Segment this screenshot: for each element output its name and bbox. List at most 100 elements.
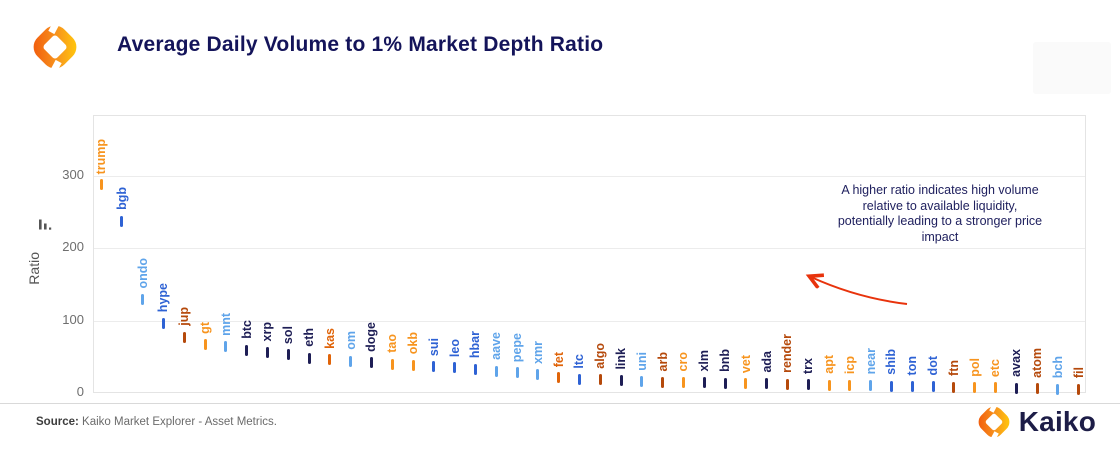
asset-marker-xlm (702, 377, 706, 389)
asset-marker-om (349, 355, 353, 367)
asset-marker-algo (598, 374, 602, 386)
chart-annotation: A higher ratio indicates high volume rel… (837, 183, 1043, 244)
asset-marker-arb (661, 376, 665, 388)
asset-label-btc: btc (239, 320, 254, 340)
asset-label-ada: ada (759, 351, 774, 373)
asset-marker-dot (931, 381, 935, 393)
asset-marker-hype (161, 317, 165, 329)
source-text: Kaiko Market Explorer - Asset Metrics. (78, 416, 277, 428)
asset-label-uni: uni (634, 351, 649, 371)
asset-label-gt: gt (198, 321, 212, 334)
asset-marker-ftn (952, 381, 956, 393)
asset-marker-xmr (536, 369, 540, 381)
asset-marker-ltc (577, 373, 581, 385)
asset-marker-link (619, 375, 623, 387)
asset-label-render: render (780, 334, 795, 374)
footer-divider (0, 403, 1120, 404)
source-label: Source: (36, 416, 79, 428)
asset-label-shib: shib (884, 349, 899, 376)
asset-label-pol: pol (967, 357, 982, 377)
asset-label-okb: okb (406, 332, 420, 355)
asset-marker-leo (453, 362, 457, 374)
asset-marker-bch (1056, 383, 1060, 395)
asset-marker-hbar (473, 363, 477, 375)
asset-label-jup: jup (177, 307, 192, 327)
asset-marker-pol (973, 382, 977, 394)
asset-marker-xrp (265, 346, 269, 358)
asset-label-leo: leo (447, 338, 462, 357)
asset-marker-aave (494, 365, 498, 377)
asset-marker-doge (369, 357, 373, 369)
asset-marker-icp (848, 379, 852, 391)
asset-label-icp: icp (842, 356, 857, 375)
asset-label-doge: doge (364, 321, 379, 352)
gridline-300 (94, 175, 1085, 177)
y-tick-label-100: 100 (62, 311, 84, 327)
asset-marker-atom (1035, 383, 1039, 395)
asset-label-trump: trump (94, 138, 108, 174)
asset-label-dot: dot (926, 356, 940, 376)
asset-label-pepe: pepe (510, 332, 524, 362)
asset-marker-pepe (515, 367, 519, 379)
asset-marker-btc (245, 344, 249, 356)
asset-label-hype: hype (156, 283, 171, 313)
asset-marker-gt (203, 338, 207, 350)
asset-label-fil: fil (1071, 367, 1086, 379)
asset-marker-okb (411, 359, 415, 371)
asset-label-eth: eth (302, 328, 316, 348)
gridline-200 (94, 248, 1085, 249)
asset-label-ondo: ondo (135, 257, 150, 289)
asset-label-bgb: bgb (114, 187, 129, 211)
asset-label-om: om (343, 331, 358, 351)
asset-marker-eth (307, 352, 311, 364)
asset-label-hbar: hbar (468, 330, 483, 359)
asset-marker-shib (889, 380, 893, 392)
asset-marker-etc (993, 382, 997, 394)
asset-label-xmr: xmr (530, 340, 545, 364)
asset-label-bch: bch (1050, 355, 1065, 379)
asset-label-avax: avax (1009, 349, 1024, 378)
annotation-arrow-icon (795, 266, 908, 305)
asset-marker-ton (910, 380, 914, 392)
asset-marker-trx (806, 379, 810, 391)
gridline-100 (94, 320, 1085, 322)
asset-label-cro: cro (676, 352, 691, 372)
footer-brand: Kaiko (976, 404, 1096, 440)
asset-label-link: link (614, 348, 628, 370)
asset-label-etc: etc (988, 358, 1003, 377)
asset-label-ton: ton (905, 356, 920, 376)
asset-label-arb: arb (655, 351, 670, 372)
page-title: Average Daily Volume to 1% Market Depth … (117, 33, 604, 56)
asset-marker-ondo (141, 293, 145, 305)
asset-label-sui: sui (426, 337, 441, 356)
asset-marker-ada (765, 378, 769, 390)
chart-modebar[interactable] (1033, 42, 1111, 94)
asset-label-vet: vet (738, 354, 753, 373)
asset-label-tao: tao (385, 334, 400, 353)
asset-marker-uni (640, 375, 644, 387)
kaiko-logo-icon (978, 404, 1010, 440)
asset-label-ltc: ltc (572, 353, 587, 369)
asset-marker-trump (99, 179, 103, 191)
asset-marker-bgb (120, 215, 124, 227)
asset-label-xrp: xrp (260, 321, 275, 342)
sorted-bars-icon (39, 219, 52, 230)
asset-label-fet: fet (551, 351, 566, 367)
asset-marker-apt (827, 379, 831, 391)
asset-marker-sol (286, 349, 290, 361)
plot-area: trump bgb ondo hype jup gt mnt btc xrp sol eth kas o… (93, 115, 1086, 395)
y-axis-title: Ratio (26, 252, 42, 285)
asset-marker-bnb (723, 377, 727, 389)
asset-marker-cro (681, 376, 685, 388)
asset-label-ftn: ftn (946, 360, 961, 377)
asset-label-bnb: bnb (718, 349, 732, 373)
asset-marker-render (785, 378, 789, 390)
asset-label-trx: trx (801, 357, 816, 374)
asset-label-near: near (863, 348, 878, 375)
asset-marker-sui (432, 361, 436, 373)
asset-marker-kas (328, 354, 332, 366)
asset-label-algo: algo (593, 343, 608, 369)
asset-label-atom: atom (1030, 347, 1044, 378)
asset-label-apt: apt (822, 355, 836, 375)
